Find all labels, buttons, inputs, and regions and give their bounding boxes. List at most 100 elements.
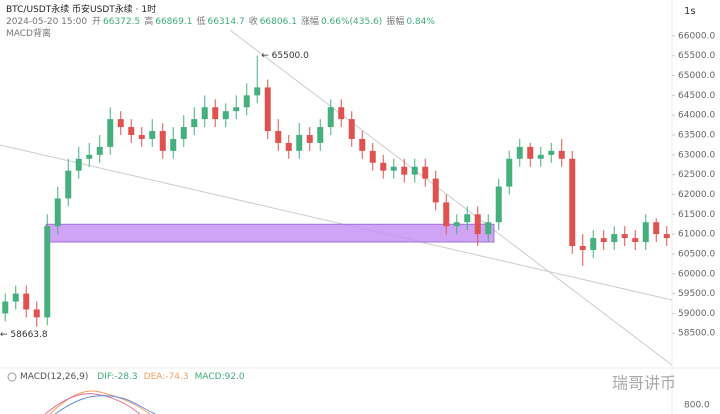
candle-body xyxy=(33,309,40,318)
y-tick-label: 58500.0 xyxy=(678,329,715,339)
y-tick-label: 64500.0 xyxy=(678,91,715,101)
stat-value: 66869.1 xyxy=(155,17,193,27)
candle-body xyxy=(621,234,628,239)
candle-body xyxy=(390,166,397,171)
watermark: 瑞哥讲币 xyxy=(612,374,676,393)
date: 2024-05-20 15:00 xyxy=(6,17,88,27)
candle-body xyxy=(117,119,124,128)
candle-body xyxy=(590,238,597,250)
macd-item-name: DEA: xyxy=(143,372,166,382)
candle-body xyxy=(23,293,30,310)
candle-body xyxy=(264,87,271,132)
candle-body xyxy=(600,238,607,243)
candle-body xyxy=(453,222,460,227)
macd-axis-label: 800.0 xyxy=(684,401,710,411)
candle-body xyxy=(548,150,555,155)
macd-item-value: 92.0 xyxy=(224,372,245,382)
candle-body xyxy=(296,134,303,151)
candle-body xyxy=(107,119,114,147)
candle-body xyxy=(128,127,135,135)
macd-item-value: -74.3 xyxy=(165,372,189,382)
candle-body xyxy=(86,154,93,159)
stat-name: 收 xyxy=(248,17,258,27)
candle-body xyxy=(348,119,355,139)
candle-body xyxy=(159,131,166,151)
candle-body xyxy=(275,131,282,143)
candle-body xyxy=(327,107,334,128)
candle-body xyxy=(359,138,366,151)
candle-body xyxy=(369,150,376,163)
stat-name: 高 xyxy=(144,17,154,27)
candle-body xyxy=(611,234,618,243)
min-annotation: ← 58663.8 xyxy=(0,330,48,340)
indicator-label: MACD背离 xyxy=(6,29,51,39)
candle-body xyxy=(537,154,544,159)
candle-body xyxy=(201,107,208,120)
candle-body xyxy=(65,170,72,199)
y-tick-label: 61000.0 xyxy=(678,230,715,240)
y-tick-label: 62000.0 xyxy=(678,190,715,200)
candle-body xyxy=(411,166,418,175)
candle-body xyxy=(75,158,82,171)
y-tick-label: 66000.0 xyxy=(678,31,715,41)
candle-body xyxy=(222,111,229,120)
macd-item-value: -28.3 xyxy=(114,372,138,382)
candle-body xyxy=(191,119,198,128)
candle-body xyxy=(338,107,345,120)
header: BTC/USDT永续 币安USDT永续 · 1时 2024-05-20 15:0… xyxy=(6,4,439,40)
stat-value: 66314.7 xyxy=(207,17,245,27)
zone xyxy=(45,223,495,243)
candle-body xyxy=(254,87,261,96)
candle-body xyxy=(149,131,156,139)
y-tick-label: 61500.0 xyxy=(678,210,715,220)
y-tick-label: 65000.0 xyxy=(678,71,715,81)
timeframe-button[interactable]: 1s xyxy=(684,6,696,17)
y-tick-label: 60000.0 xyxy=(678,269,715,279)
candle-body xyxy=(663,234,670,239)
y-tick-label: 65500.0 xyxy=(678,51,715,61)
candle-body xyxy=(306,134,313,143)
max-annotation: ← 65500.0 xyxy=(261,51,309,61)
candle-body xyxy=(54,198,61,227)
macd-item-name: MACD: xyxy=(194,372,225,382)
candle-body xyxy=(2,301,9,314)
candle-body xyxy=(579,246,586,250)
candle-body xyxy=(233,107,240,112)
interval[interactable]: 1时 xyxy=(141,5,157,15)
candle-body xyxy=(401,166,408,175)
candle-body xyxy=(44,226,51,318)
candle-body xyxy=(474,214,481,235)
y-tick-label: 60500.0 xyxy=(678,249,715,259)
candle-body xyxy=(516,146,523,159)
y-tick-label: 64000.0 xyxy=(678,111,715,121)
macd-header: MACD(12,26,9) DIF:-28.3 DEA:-74.3 MACD:92.… xyxy=(20,372,245,382)
candle-body xyxy=(506,158,513,187)
macd-line xyxy=(49,390,151,414)
y-tick-label: 62500.0 xyxy=(678,170,715,180)
toggle-icon[interactable] xyxy=(7,372,17,382)
stat-name: 开 xyxy=(91,17,101,27)
candle-body xyxy=(138,134,145,139)
candle-body xyxy=(212,107,219,120)
y-tick-label: 63500.0 xyxy=(678,130,715,140)
macd-title: MACD(12,26,9) xyxy=(20,372,89,382)
stat-name: 低 xyxy=(196,17,206,27)
macd-line xyxy=(54,395,156,414)
candle-body xyxy=(464,214,471,223)
candle-body xyxy=(653,222,660,235)
candle-body xyxy=(432,178,439,203)
candle-body xyxy=(96,146,103,155)
candle-body xyxy=(170,138,177,151)
macd-item-name: DIF: xyxy=(97,372,115,382)
trend-line xyxy=(229,29,673,366)
stat-value: 66372.5 xyxy=(103,17,141,27)
candle-body xyxy=(642,222,649,243)
trend-line xyxy=(0,144,673,301)
y-tick-label: 63000.0 xyxy=(678,150,715,160)
stat-value: 0.66%(435.6) xyxy=(320,17,383,27)
candle-body xyxy=(422,166,429,179)
candle-body xyxy=(12,293,19,302)
stat-value: 66806.1 xyxy=(259,17,297,27)
